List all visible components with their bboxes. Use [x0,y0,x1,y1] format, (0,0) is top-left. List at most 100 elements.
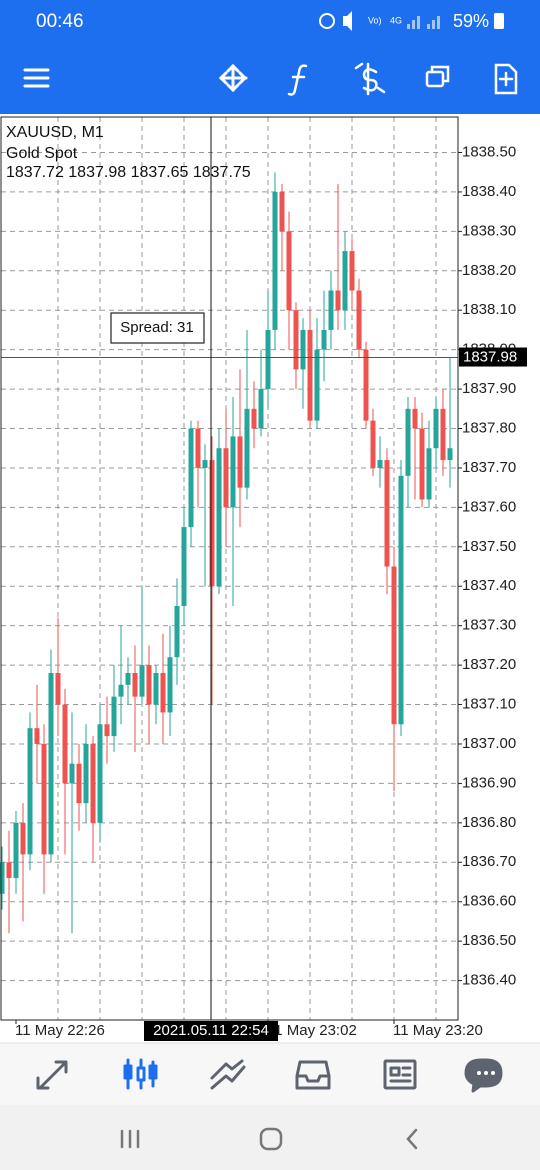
candle-body [97,724,103,823]
candle-body [174,605,180,658]
back-button[interactable] [406,1128,418,1150]
candle-body [272,191,278,330]
windows-button[interactable] [425,65,450,88]
status-time: 00:46 [36,11,84,32]
candle-body [321,329,327,350]
recents-button[interactable] [120,1129,140,1149]
candle-body [188,428,194,528]
menu-button[interactable] [23,68,50,88]
spread-label: Spread: 31 [120,319,193,336]
candle-body [447,448,453,461]
candle-body [20,822,26,855]
y-tick-label: 1837.00 [462,735,516,752]
candle-body [125,672,131,685]
candle-body [153,672,159,705]
y-tick-label: 1838.30 [462,222,516,239]
y-tick-label: 1836.70 [462,853,516,870]
x-tick-label: 11 May 22:26 [15,1022,105,1039]
candle-body [363,349,369,421]
y-tick-label: 1837.20 [462,656,516,673]
candle-body [181,527,187,606]
y-tick-label: 1837.80 [462,419,516,436]
news-tab[interactable] [383,1059,417,1090]
chart-tab[interactable] [123,1058,158,1090]
history-tab[interactable] [295,1060,331,1090]
candle-body [258,389,264,429]
candle-body [398,475,404,725]
candle-body [377,460,383,468]
home-button[interactable] [259,1127,283,1151]
candle-body [69,763,75,784]
y-tick-label: 1836.50 [462,932,516,949]
bottom-nav-icons [36,1058,503,1093]
candle-body [307,329,313,421]
y-tick-label: 1838.40 [462,183,516,200]
candle-body [286,231,292,311]
indicators-button[interactable] [287,64,308,96]
candle-body [391,566,397,725]
candle-body [356,290,362,350]
chat-tab[interactable] [464,1058,503,1093]
candle-body [167,657,173,713]
bid-label: 1837.98 [463,349,517,366]
candle-body [62,704,68,784]
candle-body [328,290,334,330]
candle-body [13,822,19,879]
candle-body [76,763,82,804]
toolbar-icons [23,62,518,96]
candle-body [160,672,166,713]
y-tick-label: 1837.90 [462,380,516,397]
crosshair-button[interactable] [218,63,248,93]
candle-body [41,743,47,855]
y-tick-label: 1838.10 [462,301,516,318]
candle-body [209,460,215,587]
candle-body [195,428,201,468]
system-nav-bg [0,1105,540,1170]
new-order-button[interactable] [494,63,518,95]
candle-body [335,290,341,311]
y-tick-label: 1837.40 [462,577,516,594]
y-tick-label: 1836.40 [462,972,516,989]
candle-body [426,448,432,500]
x-tick-label: 11 May 23:20 [393,1022,483,1039]
trade-tab[interactable] [210,1059,246,1090]
candle-body [370,420,376,468]
candle-body [55,672,61,705]
candle-body [300,329,306,370]
bottom-nav-bg [0,1043,540,1105]
y-tick-label: 1838.50 [462,143,516,160]
ohlc-text: 1837.72 1837.98 1837.65 1837.75 [6,164,251,181]
candle-body [405,408,411,476]
candle-body [237,436,243,488]
candle-body [139,665,145,697]
crosshair-label: 2021.05.11 22:54 [153,1022,269,1039]
trade-button[interactable] [354,62,386,96]
candle-body [6,862,12,879]
candle-body [146,665,152,705]
quotes-tab[interactable] [36,1060,68,1090]
x-tick-label: 11 May 23:02 [267,1022,357,1039]
candle-body [349,251,355,291]
candle-body [27,728,33,855]
candle-body [34,728,40,744]
candle-body [118,684,124,697]
plot-border [0,116,459,1021]
spread-box [110,312,205,344]
candle-body [48,672,54,855]
candle-body [412,408,418,429]
candle-body [223,448,229,508]
candle-body [90,743,96,823]
svg-text:Vo): Vo) [368,15,382,25]
y-tick-label: 1836.60 [462,893,516,910]
svg-text:4G: 4G [390,15,402,25]
candle-body [440,408,446,461]
candle-body [202,460,208,468]
candle-body [433,408,439,449]
status-icons: Vo) 4G [319,11,504,31]
y-tick-label: 1837.30 [462,617,516,634]
candle-body [244,408,250,488]
candle-body [384,460,390,567]
chart-subtitle: Gold Spot [6,145,78,162]
